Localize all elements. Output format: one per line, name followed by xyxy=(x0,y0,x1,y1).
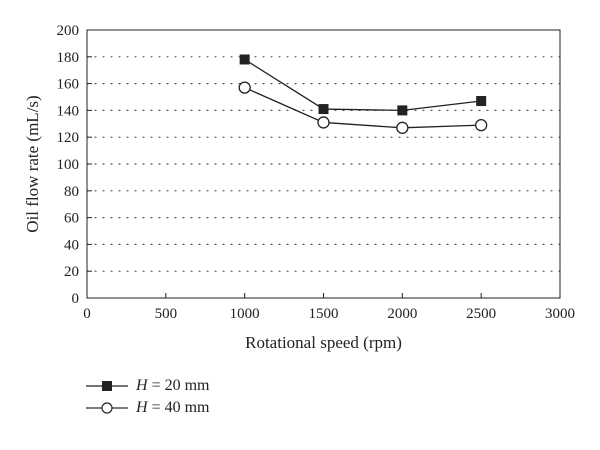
y-tick-label: 20 xyxy=(64,264,79,280)
legend-swatch-open-circle xyxy=(86,402,128,414)
x-axis-title: Rotational speed (rpm) xyxy=(245,333,402,352)
plot-frame xyxy=(86,29,561,299)
legend-variable: H xyxy=(136,377,148,394)
legend-item-series-1: H = 20 mm xyxy=(86,376,209,396)
legend-label-series-2: H = 40 mm xyxy=(136,399,209,417)
legend-label-series-1: H = 20 mm xyxy=(136,377,209,395)
series-2-point xyxy=(317,116,330,129)
x-tick-label: 2000 xyxy=(387,306,417,322)
y-tick-label: 60 xyxy=(64,211,79,227)
y-tick-label: 0 xyxy=(72,291,80,307)
series-2-point xyxy=(475,118,488,132)
series-1-point xyxy=(318,104,329,115)
legend-variable: H xyxy=(136,399,148,416)
y-tick-label: 120 xyxy=(57,130,80,146)
y-tick-label: 140 xyxy=(57,103,80,119)
series-2-point xyxy=(396,121,409,134)
legend-swatch-filled-square xyxy=(86,381,128,391)
legend-value: = 20 mm xyxy=(147,377,210,394)
x-tick-label: 3000 xyxy=(545,306,575,322)
series-1-point xyxy=(239,54,250,65)
legend-item-series-2: H = 40 mm xyxy=(86,398,209,418)
y-tick-label: 100 xyxy=(57,157,80,173)
series-1-line xyxy=(244,58,482,112)
y-tick-label: 40 xyxy=(64,237,79,253)
series-layer xyxy=(238,54,488,134)
x-tick-label: 500 xyxy=(155,306,178,322)
series-1-point xyxy=(397,105,408,116)
x-tick-label: 1000 xyxy=(230,306,260,322)
y-tick-label: 180 xyxy=(57,50,80,66)
series-2-line xyxy=(244,87,482,129)
series-2-point xyxy=(238,81,251,94)
y-axis-title: Oil flow rate (mL/s) xyxy=(23,95,42,232)
series-1-point xyxy=(476,96,487,107)
legend-value: = 40 mm xyxy=(147,399,210,416)
gridlines xyxy=(86,56,561,272)
legend: H = 20 mm H = 40 mm xyxy=(86,376,209,420)
x-tick-label: 1500 xyxy=(309,306,339,322)
y-tick-label: 200 xyxy=(57,23,80,39)
x-tick-label: 2500 xyxy=(466,306,496,322)
y-tick-label: 160 xyxy=(57,77,80,93)
y-tick-label: 80 xyxy=(64,184,79,200)
x-tick-label: 0 xyxy=(83,306,91,322)
